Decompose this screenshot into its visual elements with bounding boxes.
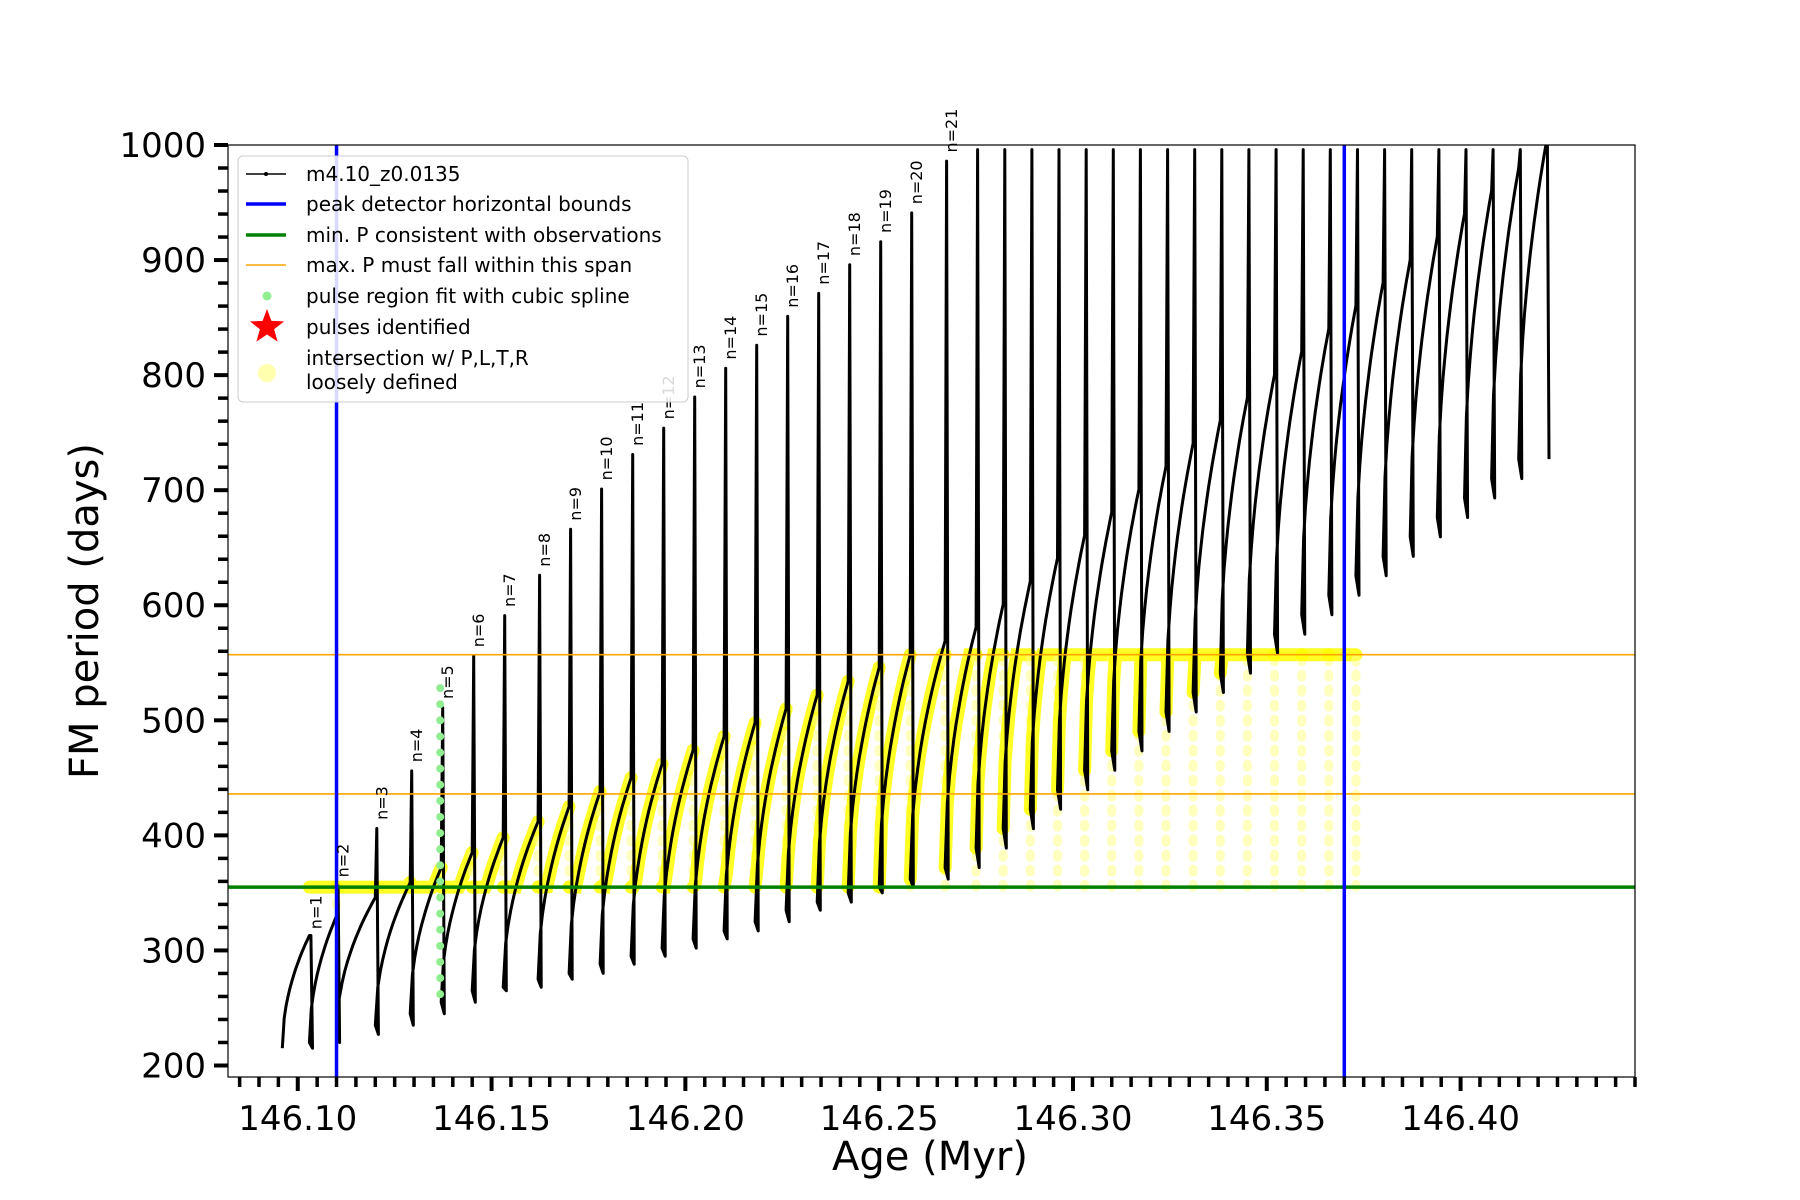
pulse-number-label: n=1: [306, 895, 325, 929]
spline-fit-dot: [436, 732, 445, 741]
spline-fit-dot: [436, 700, 445, 709]
x-axis-label: Age (Myr): [832, 1134, 1028, 1180]
y-tick-label: 600: [141, 586, 206, 626]
pulse-number-label: n=19: [876, 189, 895, 233]
legend-label-intersection-line2: loosely defined: [306, 370, 458, 394]
pulse-number-label: n=18: [845, 212, 864, 256]
y-tick-label: 1000: [119, 126, 206, 166]
spline-fit-dot: [436, 796, 445, 805]
pulse-number-label: n=6: [469, 614, 488, 648]
spline-fit-dot: [436, 877, 445, 886]
spline-fit-dot: [436, 990, 445, 999]
pulse-number-label: n=2: [334, 844, 353, 878]
legend-label-spline: pulse region fit with cubic spline: [306, 284, 630, 308]
spline-fit-dot: [436, 812, 445, 821]
legend-label-pulses: pulses identified: [306, 315, 471, 339]
y-tick-label: 300: [141, 931, 206, 971]
legend-label-max-p: max. P must fall within this span: [306, 253, 632, 277]
model-track-line: [280, 145, 1551, 1050]
y-tick-label: 900: [141, 241, 206, 281]
spline-fit-dot: [436, 861, 445, 870]
legend-green-dot-icon: [262, 291, 272, 301]
legend-label-model: m4.10_z0.0135: [306, 162, 461, 186]
spline-fit-dot: [436, 716, 445, 725]
x-tick-label: 146.10: [238, 1099, 357, 1139]
legend-yellow-blob-icon: [258, 364, 276, 382]
spline-fit-dot: [436, 957, 445, 966]
x-tick-label: 146.35: [1207, 1099, 1326, 1139]
pulse-number-label: n=7: [500, 573, 519, 607]
pulse-number-label: n=5: [438, 665, 457, 699]
legend-model-dot-icon: [264, 172, 268, 176]
y-tick-label: 800: [141, 356, 206, 396]
pulse-number-label: n=8: [535, 533, 554, 567]
x-axis: 146.10 146.15 146.20 146.25 146.30 146.35 146.…: [237, 1077, 1637, 1139]
x-tick-label: 146.15: [432, 1099, 551, 1139]
pulse-number-label: n=10: [597, 436, 616, 480]
pulse-number-label: n=21: [942, 109, 961, 153]
horizontal-lines-layer: [228, 653, 1635, 889]
legend-box: [237, 155, 689, 403]
pulse-number-label: n=13: [690, 344, 709, 388]
x-tick-label: 146.30: [1013, 1099, 1132, 1139]
x-tick-label: 146.25: [820, 1099, 939, 1139]
x-tick-label: 146.40: [1401, 1099, 1520, 1139]
spline-fit-dot: [436, 893, 445, 902]
plot-frame: [227, 144, 1636, 1078]
spline-fit-dot: [436, 764, 445, 773]
spline-fit-dot: [436, 748, 445, 757]
pulse-number-label: n=9: [566, 487, 585, 521]
pulse-labels-layer: n=1n=2n=3n=4n=5n=6n=7n=8n=9n=10n=11n=12n…: [306, 109, 961, 930]
spline-fit-layer: [436, 684, 445, 999]
spline-fit-dot: [436, 941, 445, 950]
y-axis-label: FM period (days): [62, 443, 108, 779]
y-tick-label: 700: [141, 471, 206, 511]
spline-fit-dot: [436, 909, 445, 918]
spline-fit-dot: [436, 780, 445, 789]
pulse-number-label: n=20: [907, 160, 926, 204]
model-track-layer: [280, 145, 1551, 1050]
spline-fit-dot: [436, 684, 445, 693]
pulse-number-label: n=3: [372, 786, 391, 820]
pulse-number-label: n=15: [752, 293, 771, 337]
spline-fit-dot: [436, 829, 445, 838]
spline-fit-dot: [436, 925, 445, 934]
legend-label-min-p: min. P consistent with observations: [306, 223, 662, 247]
legend: m4.10_z0.0135 peak detector horizontal b…: [237, 155, 689, 403]
y-tick-label: 200: [141, 1046, 206, 1086]
spline-fit-dot: [436, 845, 445, 854]
y-axis: 200 300 400 500 600 700 800 900 1000: [119, 126, 228, 1086]
y-tick-label: 500: [141, 701, 206, 741]
legend-label-peak-bounds: peak detector horizontal bounds: [306, 192, 632, 216]
legend-red-star-icon: [249, 309, 285, 342]
x-tick-label: 146.20: [626, 1099, 745, 1139]
spline-fit-dot: [436, 974, 445, 983]
pulse-number-label: n=14: [721, 316, 740, 360]
y-tick-label: 400: [141, 816, 206, 856]
pulse-number-label: n=4: [407, 729, 426, 763]
pulse-number-label: n=16: [783, 264, 802, 308]
pulse-number-label: n=17: [814, 241, 833, 285]
pulse-number-label: n=11: [628, 402, 647, 446]
legend-label-intersection: intersection w/ P,L,T,R: [306, 346, 529, 370]
